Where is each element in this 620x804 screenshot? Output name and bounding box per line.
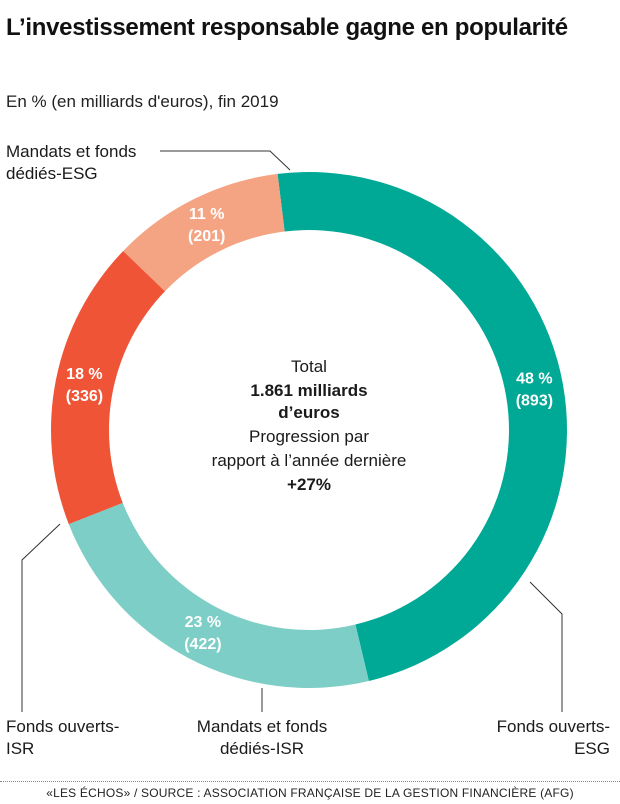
slice-value-label-1: (422) [184, 636, 221, 653]
donut-slice-2 [51, 251, 165, 525]
slice-percent-label-3: 11 % [189, 206, 225, 223]
center-line-4: Progression par [249, 427, 369, 446]
center-label: Total 1.861 milliards d’euros Progressio… [212, 357, 407, 494]
center-line-2: 1.861 milliards [250, 381, 367, 400]
center-line-6: +27% [287, 475, 331, 494]
chart-subtitle: En % (en milliards d'euros), fin 2019 [6, 92, 279, 111]
donut-chart: 48 % (893) 23 % (422) 18 % (336) 11 % (201) Man… [6, 142, 610, 758]
category-label-1-line-0: Fonds ouverts- [497, 717, 610, 736]
slice-percent-label-2: 18 % [66, 366, 102, 383]
category-labels: Mandats et fonds dédiés-ESG Fonds ouverts-… [6, 142, 610, 758]
category-label-3-line-0: Fonds ouverts- [6, 717, 119, 736]
leader-line-3 [21, 523, 61, 712]
donut-slice-0 [277, 172, 567, 681]
slice-value-label-2: (336) [66, 388, 103, 405]
donut-slice-3 [123, 173, 285, 292]
slice-percent-label-1: 23 % [185, 614, 221, 631]
category-label-3-line-1: ISR [6, 739, 34, 758]
slice-value-labels: 48 % (893) 23 % (422) 18 % (336) 11 % (201) [66, 206, 553, 653]
center-line-1: Total [291, 357, 327, 376]
leader-line-1 [529, 581, 563, 712]
category-label-2-line-0: Mandats et fonds [197, 717, 327, 736]
center-line-3: d’euros [278, 403, 339, 422]
slice-value-label-0: (893) [516, 392, 553, 409]
slice-percent-label-0: 48 % [516, 370, 552, 387]
donut-slices [51, 172, 567, 688]
slice-value-label-3: (201) [188, 228, 225, 245]
category-label-2-line-1: dédiés-ISR [220, 739, 304, 758]
footer-divider [0, 781, 620, 782]
leader-line-0 [160, 150, 291, 171]
chart-title: L’investissement responsable gagne en po… [6, 14, 568, 41]
category-label-0-line-1: dédiés-ESG [6, 164, 98, 183]
donut-slice-1 [68, 502, 369, 688]
center-line-5: rapport à l’année dernière [212, 451, 407, 470]
source-note: «LES ÉCHOS» / SOURCE : ASSOCIATION FRANÇ… [46, 786, 574, 800]
category-label-0-line-0: Mandats et fonds [6, 142, 136, 161]
category-label-1-line-1: ESG [574, 739, 610, 758]
leader-lines [21, 150, 563, 712]
